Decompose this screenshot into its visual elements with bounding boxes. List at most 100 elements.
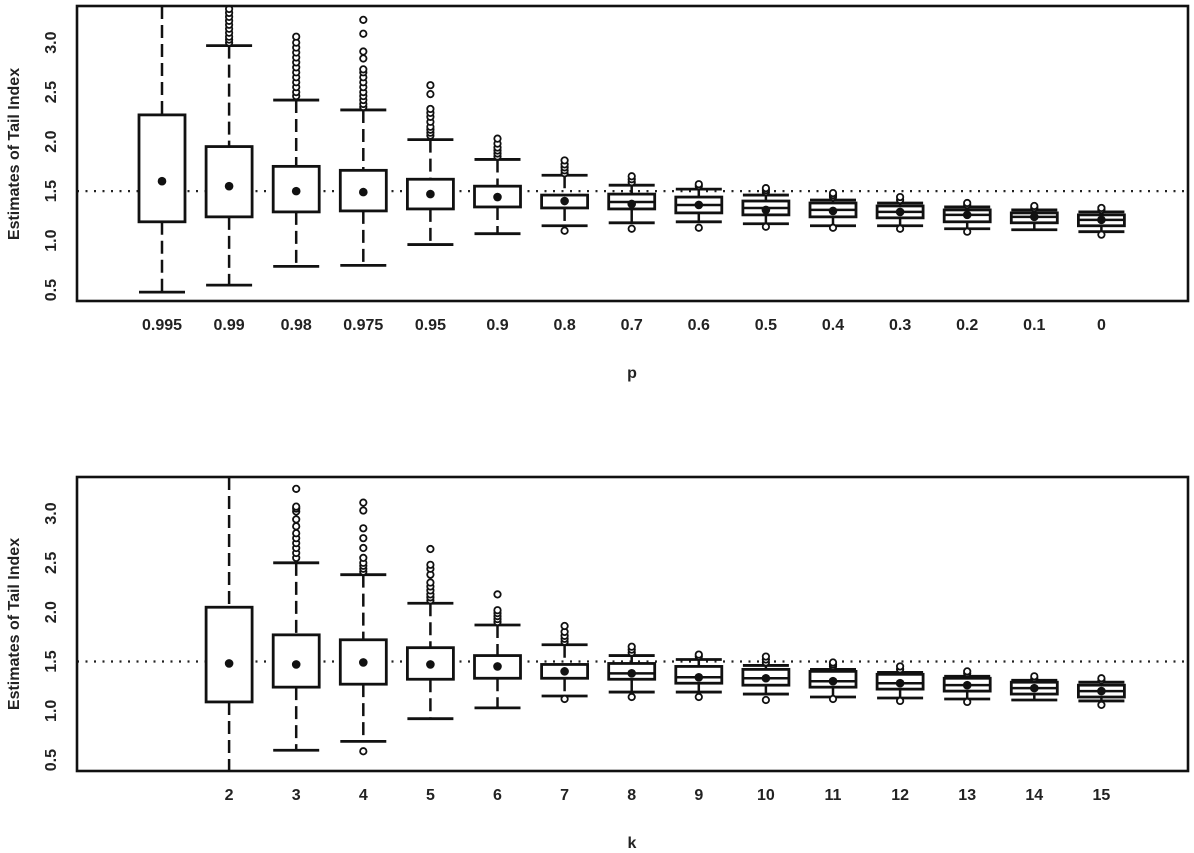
x-tick-label: 0.5	[755, 317, 777, 334]
box-iqr	[204, 605, 254, 704]
outlier-point	[359, 498, 368, 507]
x-tick-label: 0.98	[281, 317, 312, 334]
y-tick-label: 1.0	[43, 700, 60, 722]
outlier-point	[292, 515, 301, 524]
x-tick-label: 13	[958, 787, 976, 804]
outlier-point	[963, 227, 972, 236]
mean-point	[426, 189, 435, 199]
box-iqr	[137, 113, 187, 224]
x-tick-label: 12	[891, 787, 909, 804]
outlier-point	[359, 747, 368, 756]
y-tick-label: 1.5	[43, 650, 60, 672]
outlier-point	[761, 695, 771, 705]
outlier-point	[895, 696, 905, 706]
mean-point	[493, 192, 502, 202]
outlier-point	[493, 590, 502, 599]
outlier-point	[292, 502, 301, 511]
outlier-point	[1097, 230, 1106, 239]
y-tick-label: 2.5	[43, 552, 60, 574]
outlier-point	[426, 544, 435, 554]
mean-point	[1030, 212, 1039, 222]
outlier-point	[963, 697, 972, 707]
box-0.975	[338, 15, 388, 267]
x-tick-label: 14	[1025, 787, 1043, 804]
outlier-point	[426, 90, 435, 99]
y-tick-label: 2.5	[43, 81, 60, 103]
mean-point	[761, 673, 771, 683]
box-0.9	[473, 134, 522, 236]
mean-point	[895, 678, 905, 688]
x-tick-label: 0.1	[1023, 317, 1045, 334]
y-axis-label: Estimates of Tail Index	[6, 538, 23, 710]
box-0.2	[942, 198, 992, 236]
mean-point	[828, 676, 838, 686]
box-0.5	[741, 184, 791, 231]
mean-point	[761, 205, 771, 215]
outlier-point	[694, 692, 703, 702]
y-tick-label: 0.5	[43, 749, 60, 771]
outlier-point	[828, 223, 838, 232]
outlier-point	[1097, 674, 1106, 683]
y-tick-label: 3.0	[43, 31, 60, 53]
x-tick-label: 4	[359, 787, 368, 804]
mean-point	[828, 206, 838, 216]
x-tick-label: 0.995	[142, 317, 182, 334]
y-tick-label: 3.0	[43, 502, 60, 524]
outlier-point	[761, 222, 771, 231]
outlier-point	[359, 29, 368, 38]
box-0.95	[405, 81, 455, 246]
outlier-point	[761, 184, 771, 193]
mean-point	[224, 659, 234, 668]
y-tick-label: 1.0	[43, 229, 60, 251]
box-0.8	[540, 156, 589, 235]
x-tick-label: 7	[560, 787, 569, 804]
outlier-point	[493, 134, 502, 143]
outlier-point	[560, 226, 569, 235]
mean-point	[359, 658, 368, 667]
outlier-point	[426, 104, 435, 114]
box-0.995	[137, 6, 187, 294]
outlier-point	[828, 694, 838, 704]
box-8	[607, 642, 657, 702]
x-tick-label: 5	[426, 787, 435, 804]
outlier-point	[359, 524, 368, 533]
outlier-point	[560, 694, 569, 704]
outlier-point	[895, 192, 905, 202]
mean-point	[1097, 686, 1106, 696]
box-0	[1077, 203, 1126, 239]
outlier-point	[359, 15, 368, 24]
x-tick-label: 0.3	[889, 317, 911, 334]
outlier-point	[895, 224, 905, 233]
mean-point	[359, 187, 368, 197]
mean-point	[694, 672, 704, 682]
outlier-point	[426, 578, 435, 587]
mean-point	[291, 660, 301, 669]
x-tick-label: 0.2	[956, 317, 978, 334]
mean-point	[157, 176, 167, 186]
x-tick-label: 15	[1093, 787, 1111, 804]
box-0.98	[271, 32, 321, 268]
outlier-point	[292, 32, 301, 41]
outlier-point	[1030, 201, 1039, 211]
outlier-point	[292, 529, 301, 538]
outlier-point	[359, 543, 368, 553]
x-tick-label: 0.4	[822, 317, 844, 334]
box-iqr	[204, 145, 254, 219]
box-14	[1009, 672, 1059, 702]
x-tick-label: 0.8	[553, 317, 575, 334]
mean-point	[426, 660, 435, 669]
box-0.6	[674, 180, 724, 232]
x-tick-label: 0.7	[621, 317, 643, 334]
outlier-point	[359, 553, 368, 562]
outlier-point	[359, 47, 368, 56]
outlier-point	[895, 662, 905, 671]
mean-point	[627, 669, 636, 678]
box-11	[808, 658, 858, 704]
outlier-point	[627, 224, 636, 233]
box-0.4	[808, 188, 858, 232]
box-12	[875, 662, 925, 706]
mean-point	[895, 207, 905, 217]
box-6	[473, 590, 522, 710]
outlier-point	[426, 560, 435, 569]
